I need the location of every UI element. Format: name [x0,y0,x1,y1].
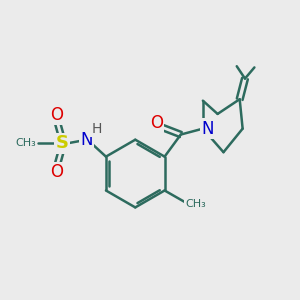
Text: CH₃: CH₃ [185,199,206,209]
Text: CH₃: CH₃ [16,138,36,148]
Text: O: O [50,163,63,181]
Text: O: O [50,106,63,124]
Text: O: O [150,114,163,132]
Text: S: S [55,134,68,152]
Text: N: N [201,120,214,138]
Text: N: N [81,130,93,148]
Text: H: H [91,122,102,136]
